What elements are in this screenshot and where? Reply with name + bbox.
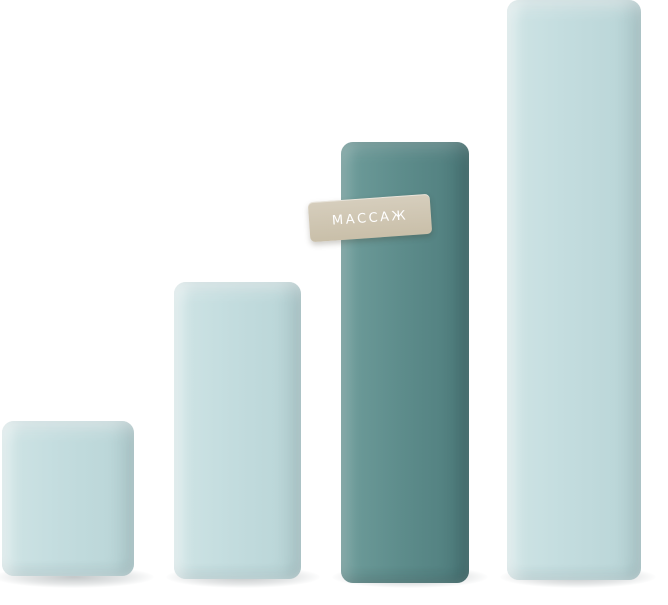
bar-2 [174, 282, 301, 579]
bar-1 [2, 421, 134, 576]
massage-tag-label: МАССАЖ [331, 207, 409, 229]
massage-tag: МАССАЖ [307, 193, 433, 243]
bar-4 [507, 0, 641, 580]
